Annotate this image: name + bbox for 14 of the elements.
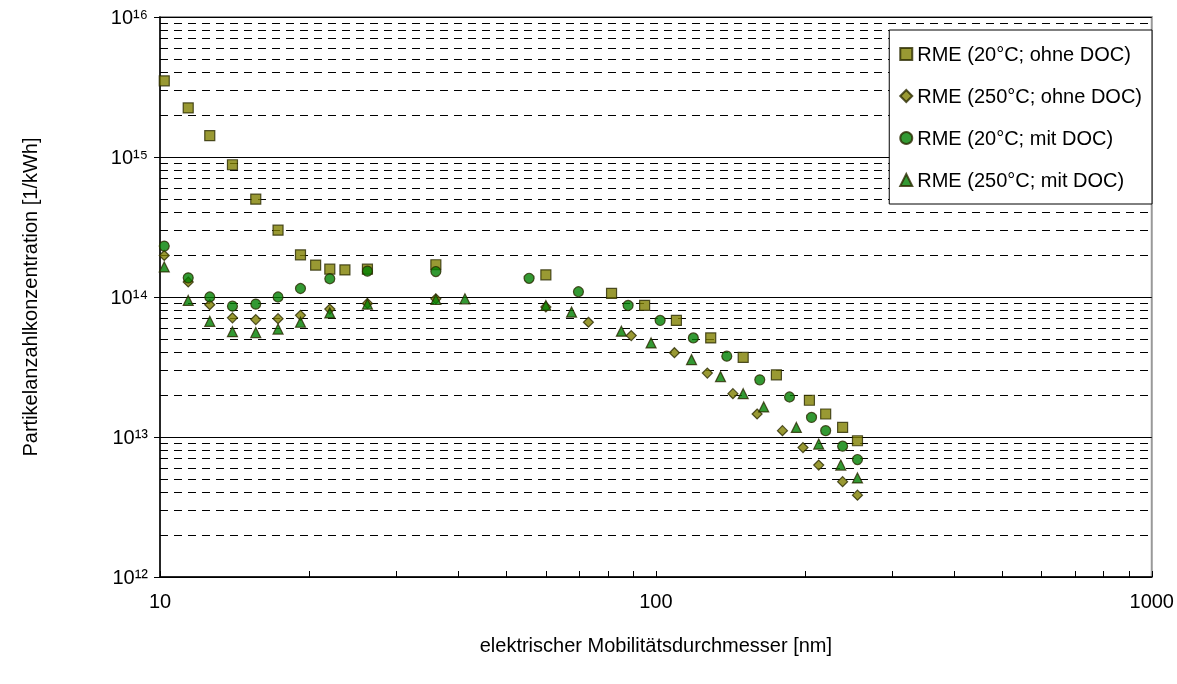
y-tick-label: 10¹⁵ (110, 146, 148, 168)
legend-label: RME (250°C; mit DOC) (917, 169, 1125, 191)
x-tick-label: 1000 (1129, 590, 1174, 612)
y-tick-label: 10¹⁶ (110, 6, 148, 28)
y-axis-title: Partikelanzahlkonzentration [1/kWh] (19, 137, 41, 457)
x-tick-label: 10 (148, 590, 172, 612)
legend-label: RME (250°C; ohne DOC) (917, 85, 1143, 107)
y-tick-label: 10¹² (112, 566, 149, 588)
x-tick-label: 100 (639, 590, 673, 612)
legend-label: RME (20°C; mit DOC) (917, 127, 1114, 149)
y-tick-label: 10¹³ (112, 426, 149, 448)
x-axis-title: elektrischer Mobilitätsdurchmesser [nm] (479, 634, 833, 656)
legend-label: RME (20°C; ohne DOC) (917, 43, 1131, 65)
y-tick-label: 10¹⁴ (110, 286, 148, 308)
